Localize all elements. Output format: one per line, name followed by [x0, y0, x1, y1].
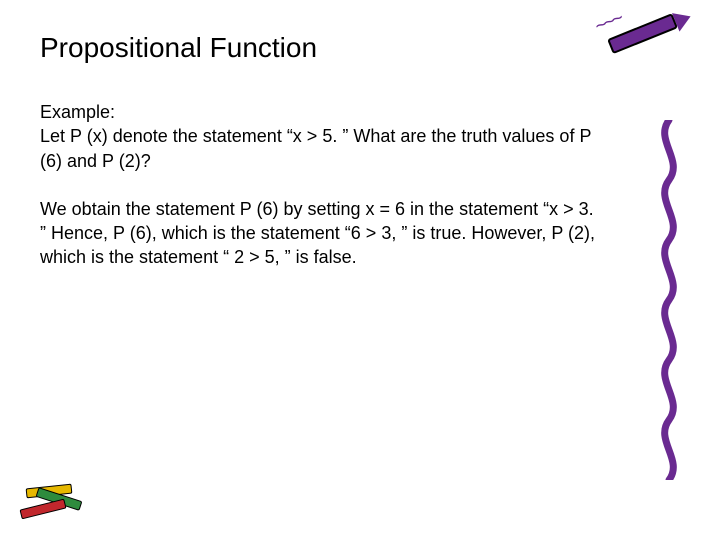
crayon-decor-top: ~~~ [594, 0, 700, 79]
crayon-decor-bottom [18, 482, 100, 526]
example-block: Example: Let P (x) denote the statement … [40, 100, 600, 173]
slide-body: Example: Let P (x) denote the statement … [40, 100, 600, 270]
example-text: Let P (x) denote the statement “x > 5. ”… [40, 124, 600, 173]
slide-title: Propositional Function [40, 32, 680, 64]
example-label: Example: [40, 100, 600, 124]
slide: Propositional Function Example: Let P (x… [0, 0, 720, 540]
solution-block: We obtain the statement P (6) by setting… [40, 197, 600, 270]
solution-text: We obtain the statement P (6) by setting… [40, 197, 600, 270]
squiggle-decor-right [652, 120, 686, 480]
